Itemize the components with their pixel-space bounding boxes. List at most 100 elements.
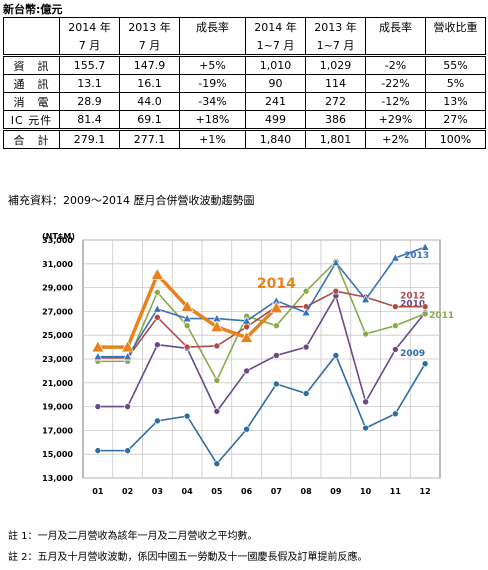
data-point [421,360,429,368]
supplement-title: 補充資料：2009～2014 歷月合併營收波動趨勢圖 [8,194,255,207]
table-cell: 114 [305,74,366,93]
data-point [273,380,280,388]
table-row: 合 計 279.1 277.1 +1% 1,840 1,801 +2% 100% [3,128,486,149]
data-point [243,367,250,375]
table-header: 成長率 [365,17,426,36]
table-cell: 81.4 [59,110,120,130]
table-cell: 13% [425,92,486,111]
data-point [421,310,429,318]
data-point [243,425,250,433]
row-label: 消 電 [3,92,60,111]
data-point [213,377,221,384]
data-point [420,242,430,251]
series-line-2009 [97,354,426,465]
data-point [154,314,161,321]
data-point [180,300,194,312]
table-cell: 155.7 [59,54,120,75]
data-point [331,257,341,267]
x-tick-label: 05 [211,487,223,496]
table-header: 7 月 [119,36,180,56]
table-cell: 5% [425,74,486,93]
y-tick-label: 31,000 [42,260,73,269]
table-cell: -22% [365,74,426,93]
data-point [154,289,161,296]
data-point [362,398,369,406]
table-header: 營收比重 [425,17,486,36]
y-tick-label: 21,000 [42,379,73,388]
data-point [242,316,252,325]
footnote-1: 註 1：一月及二月營收為該年一月及二月營收之平均數。 [8,531,258,542]
data-point [94,447,102,454]
x-tick-label: 07 [271,487,282,496]
table-cell: +2% [365,128,426,149]
series-label: 2009 [400,349,425,359]
table-cell: 90 [245,74,306,93]
data-point [183,343,191,351]
y-tick-label: 29,000 [42,284,73,293]
series-label: 2012 [400,292,425,302]
y-axis-label: (NT$M) [42,232,75,241]
x-tick-label: 10 [360,487,372,496]
data-point [273,322,280,329]
table-row: 資 訊 155.7 147.9 +5% 1,010 1,029 -2% 55% [3,54,486,75]
table-header [3,17,60,36]
table-row: IC 元件 81.4 69.1 +18% 499 386 +29% 27% [3,110,486,130]
table-cell: 55% [425,54,486,75]
table-cell: 1,840 [245,128,306,149]
y-tick-label: 23,000 [42,355,73,364]
table-header [425,36,486,56]
table-header: 2014 年 [245,17,306,36]
table-header-row-2: 7 月 7 月 1~7 月 1~7 月 [3,36,486,56]
table-cell: 241 [245,92,306,111]
table-header [179,36,246,56]
data-point [183,412,191,420]
data-point [154,417,161,425]
series-line-2010 [97,295,426,413]
data-point [301,307,311,317]
row-label: 資 訊 [3,54,60,75]
data-point [154,341,161,349]
series-label: 2014 [257,276,296,292]
table-cell: 279.1 [59,128,120,149]
x-tick-label: 06 [241,487,253,496]
x-tick-label: 01 [92,487,104,496]
table-cell: 28.9 [59,92,120,111]
data-point [182,313,192,323]
row-label: 通 訊 [3,74,60,93]
y-tick-label: 25,000 [42,331,73,340]
x-tick-label: 09 [330,487,342,496]
table-cell: 386 [305,110,366,130]
row-label: IC 元件 [3,110,60,130]
table-cell: +18% [179,110,246,130]
data-point [332,352,340,359]
y-tick-label: 13,000 [42,474,73,483]
y-tick-label: 15,000 [42,450,73,459]
table-cell: 16.1 [119,74,180,93]
data-point [121,340,135,353]
data-point [124,403,131,410]
table-header: 2014 年 [59,17,120,36]
x-tick-label: 08 [301,487,313,496]
data-point [362,424,369,432]
series-line-2012 [97,290,426,359]
table-cell: 44.0 [119,92,180,111]
table-row: 消 電 28.9 44.0 -34% 241 272 -12% 13% [3,92,486,111]
data-point [243,323,250,331]
series-label: 2011 [429,311,454,321]
data-point [302,287,310,295]
data-point [269,301,283,313]
data-point [93,352,103,361]
table-header: 2013 年 [119,17,180,36]
data-point [362,330,369,338]
revenue-trend-chart: 13,000 15,000 17,000 19,000 21,000 23,000 25,0… [42,232,454,496]
data-point [361,294,371,303]
table-cell: 1,010 [245,54,306,75]
data-point [94,403,102,410]
table-row: 通 訊 13.1 16.1 -19% 90 114 -22% 5% [3,74,486,93]
data-point [91,340,105,353]
table-header: 7 月 [59,36,120,56]
data-point [213,460,221,468]
table-cell: -12% [365,92,426,111]
x-tick-label: 11 [390,487,402,496]
x-tick-label: 04 [182,487,194,496]
